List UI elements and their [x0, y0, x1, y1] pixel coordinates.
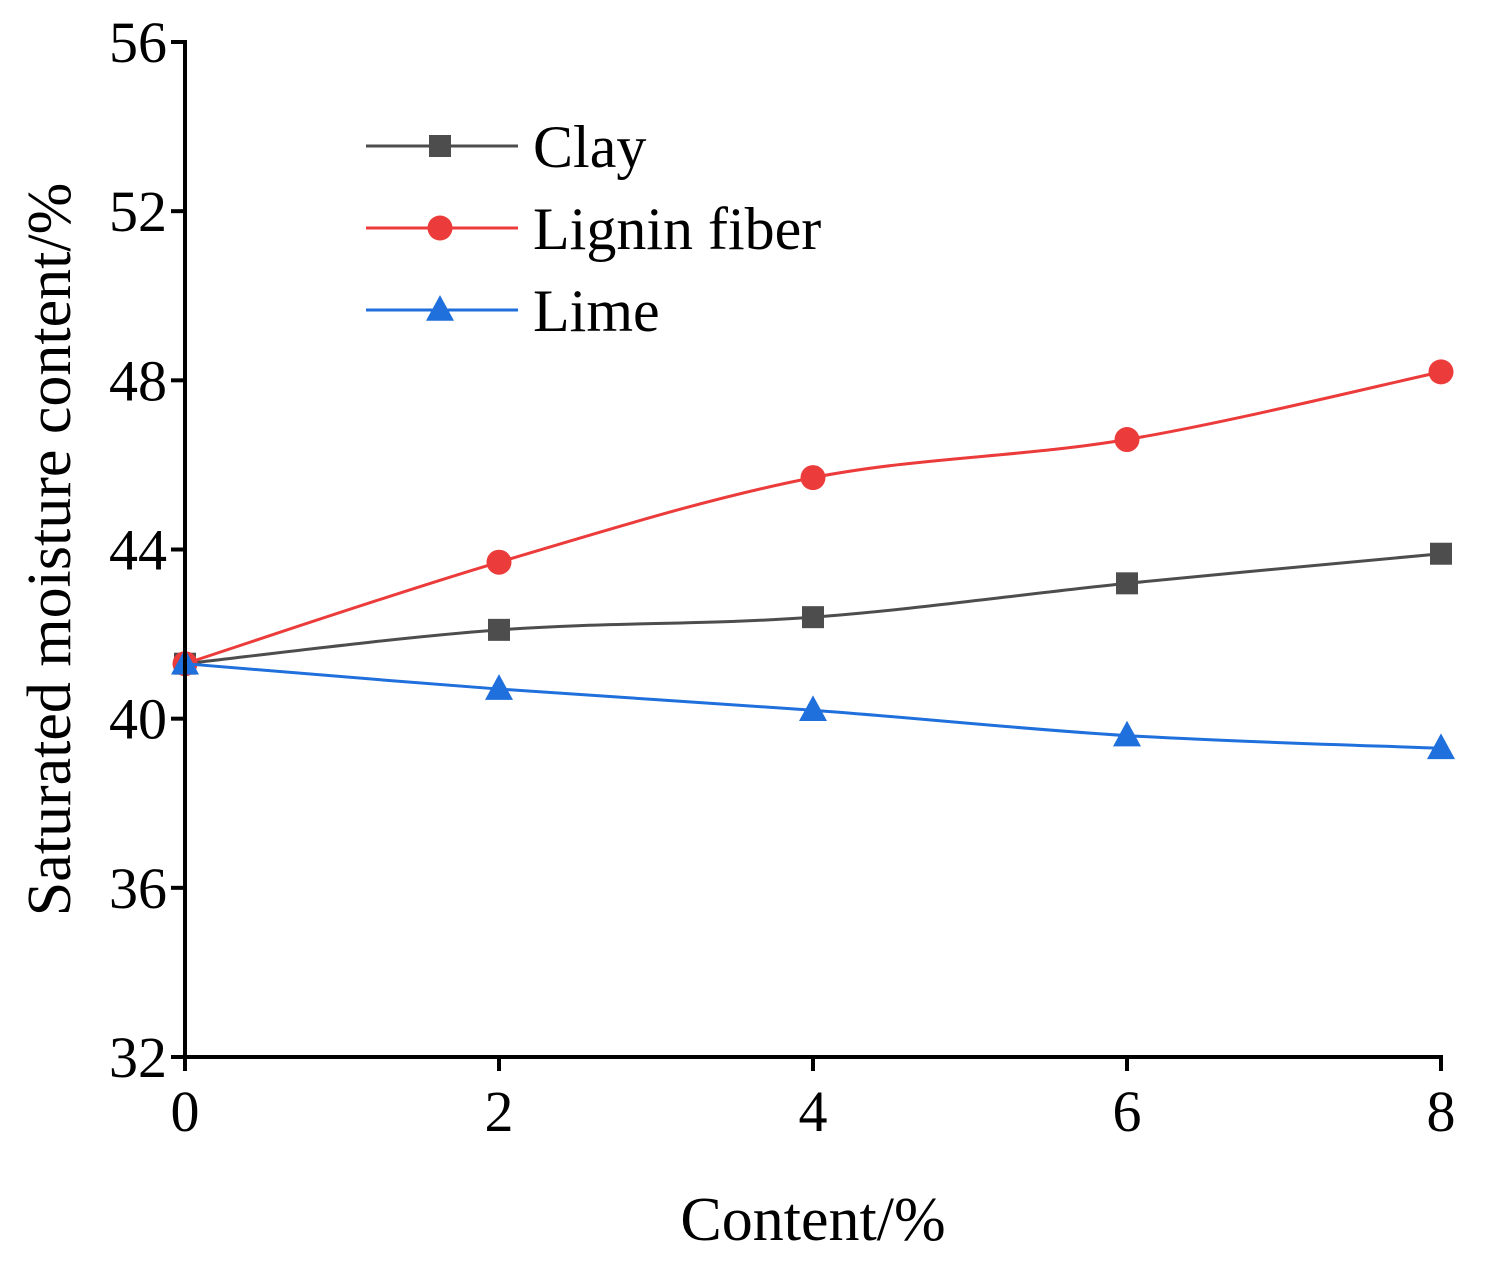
- y-tick-label: 44: [109, 518, 167, 583]
- y-axis-title: Saturated moisture content/%: [16, 183, 84, 916]
- legend-label: Clay: [533, 114, 646, 180]
- legend-label: Lime: [533, 278, 660, 344]
- x-tick-label: 4: [799, 1079, 828, 1144]
- data-point-triangle: [1427, 733, 1455, 760]
- data-point-square: [1116, 572, 1138, 595]
- legend-item-lignin-fiber: Lignin fiber: [366, 196, 821, 262]
- data-point-circle: [486, 549, 512, 575]
- series-clay: [174, 542, 1452, 675]
- legend-label: Lignin fiber: [533, 196, 821, 262]
- data-point-circle: [800, 465, 826, 491]
- data-point-triangle: [799, 695, 827, 722]
- legend-item-clay: Clay: [366, 114, 646, 180]
- data-point-square: [802, 606, 824, 629]
- data-point-square: [488, 618, 510, 641]
- data-point-square: [1430, 542, 1452, 565]
- data-point-triangle: [1113, 720, 1141, 747]
- axes: [183, 40, 1443, 1059]
- data-point-triangle: [485, 674, 513, 700]
- data-point-circle: [1114, 427, 1140, 453]
- legend-marker-circle: [427, 215, 453, 241]
- y-tick-label: 52: [109, 179, 167, 244]
- series-layer: [171, 359, 1455, 760]
- y-tick-label: 32: [109, 1025, 167, 1090]
- series-lignin-fiber: [172, 359, 1454, 677]
- legend-marker-square: [429, 135, 451, 157]
- x-axis-title: Content/%: [680, 1186, 945, 1254]
- x-tick-label: 0: [171, 1079, 200, 1144]
- y-tick-label: 40: [109, 687, 167, 752]
- y-tick-label: 48: [109, 348, 167, 413]
- x-tick-label: 2: [485, 1079, 514, 1144]
- data-point-circle: [1428, 359, 1454, 385]
- legend-marker-triangle: [426, 295, 454, 321]
- ticks: 32 36 40 44 48 52 56 0 2 4 6 8: [109, 10, 1456, 1144]
- y-tick-label: 56: [109, 10, 167, 75]
- x-tick-label: 8: [1427, 1079, 1456, 1144]
- legend: Clay Lignin fiber Lime: [366, 114, 821, 344]
- y-tick-label: 36: [109, 856, 167, 921]
- series-lime: [171, 648, 1455, 760]
- x-tick-label: 6: [1113, 1079, 1142, 1144]
- legend-item-lime: Lime: [366, 278, 660, 344]
